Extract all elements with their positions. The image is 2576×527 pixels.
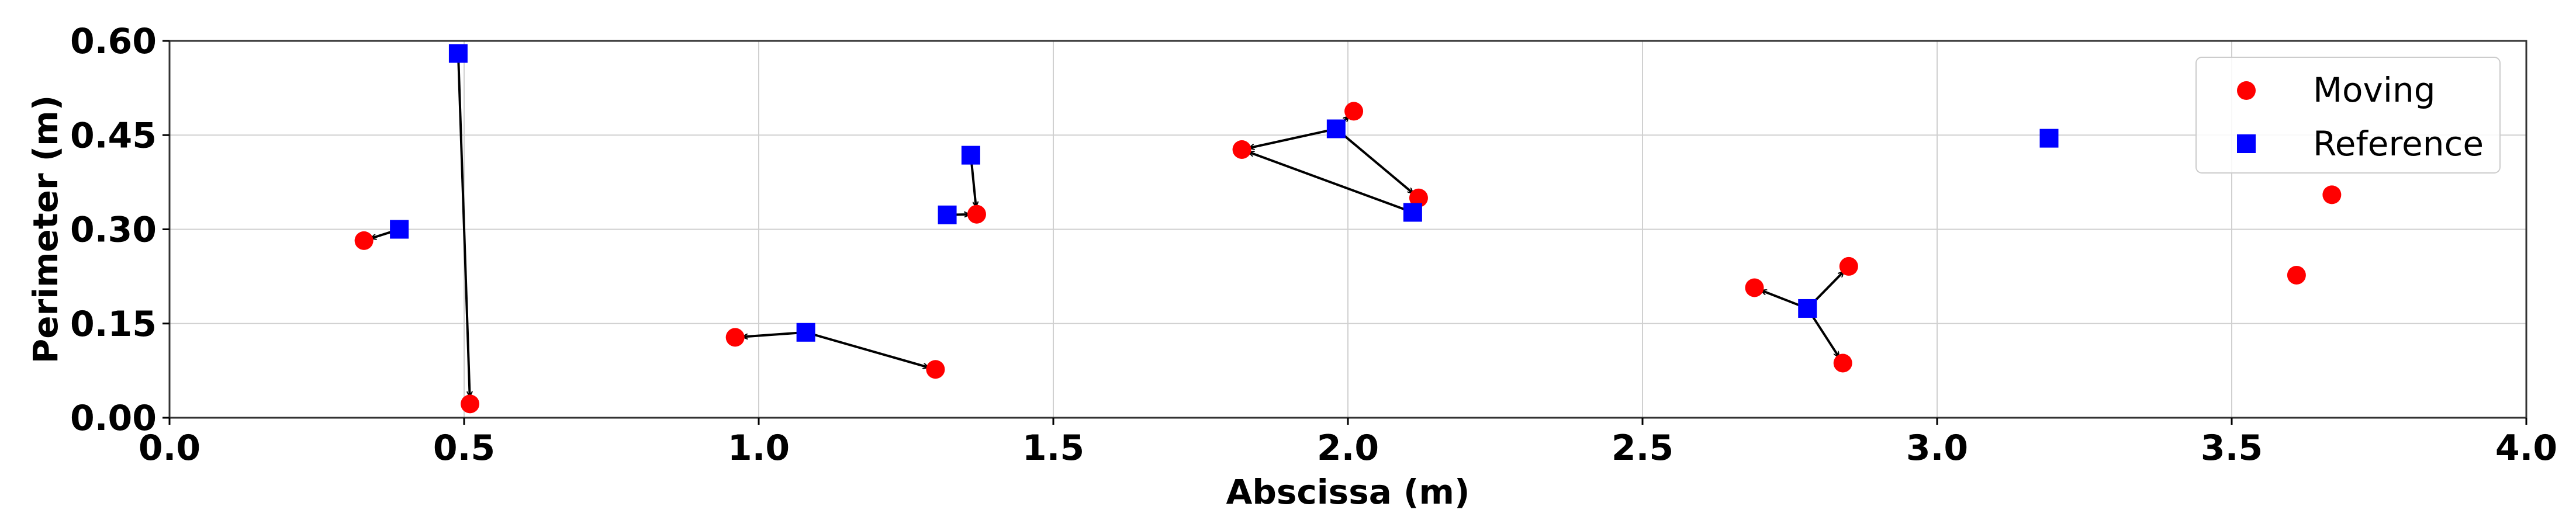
reference-point [1403, 203, 1422, 222]
legend-box [2195, 57, 2501, 174]
x-tick-label: 4.0 [2495, 428, 2557, 469]
displacement-arrow [457, 59, 469, 396]
x-tick-label: 1.0 [728, 428, 790, 469]
legend-moving-marker [2237, 81, 2256, 100]
legend-moving-label: Moving [2313, 70, 2436, 110]
displacement-arrows [371, 59, 1844, 396]
data-points [354, 44, 2342, 414]
moving-point [967, 204, 986, 224]
x-tick-label: 3.5 [2201, 428, 2263, 469]
legend: Moving Reference [2195, 57, 2501, 174]
moving-point [2287, 265, 2306, 285]
displacement-arrow [1809, 313, 1839, 356]
legend-reference-marker [2237, 134, 2256, 153]
displacement-arrow [1340, 131, 1413, 193]
reference-point [390, 220, 409, 239]
x-tick-label: 2.0 [1317, 428, 1379, 469]
moving-point [1833, 353, 1852, 373]
moving-point [1409, 188, 1428, 207]
moving-point [2322, 185, 2342, 204]
y-tick-label: 0.60 [70, 21, 157, 62]
displacement-arrow [970, 161, 976, 207]
reference-point [448, 44, 468, 63]
y-tick-label: 0.30 [70, 210, 157, 251]
moving-point [926, 360, 945, 379]
displacement-arrow [1249, 152, 1408, 212]
displacement-arrow [1810, 272, 1843, 306]
displacement-arrow [743, 331, 800, 337]
reference-point [961, 145, 980, 165]
x-axis-label: Abscissa (m) [1226, 472, 1469, 512]
displacement-arrow [811, 332, 928, 367]
reference-point [2039, 129, 2059, 148]
moving-point [725, 328, 745, 347]
x-tick-label: 1.5 [1022, 428, 1084, 469]
moving-point [1232, 140, 1251, 159]
y-axis-label: Perimeter (m) [26, 95, 65, 363]
reference-point [796, 323, 815, 342]
legend-reference-label: Reference [2313, 124, 2484, 164]
y-tick-label: 0.00 [70, 398, 157, 439]
reference-point [1326, 119, 1346, 138]
y-tick-label: 0.15 [70, 304, 157, 345]
reference-point [938, 205, 957, 224]
moving-point [1839, 256, 1858, 276]
reference-point [1798, 299, 1817, 318]
axis-ticks: 0.0 0.5 1.0 1.5 2.0 2.5 3.0 3.5 4.0 0.00 0.15 0.30 0… [70, 21, 2557, 469]
moving-point [461, 394, 480, 414]
displacement-arrow [1762, 290, 1803, 308]
x-tick-label: 0.0 [139, 428, 200, 469]
x-tick-label: 2.5 [1612, 428, 1673, 469]
moving-point [354, 231, 374, 250]
x-tick-label: 3.0 [1906, 428, 1968, 469]
moving-point [1344, 102, 1364, 121]
displacement-arrow [1249, 129, 1331, 148]
grid-lines [169, 40, 2527, 418]
moving-point [1745, 278, 1764, 297]
x-tick-label: 0.5 [433, 428, 495, 469]
y-tick-label: 0.45 [70, 115, 157, 156]
